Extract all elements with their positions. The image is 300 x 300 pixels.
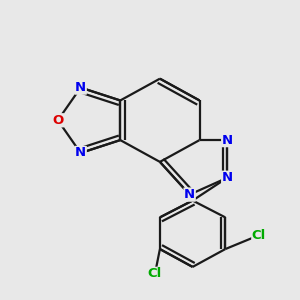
Text: N: N	[75, 81, 86, 94]
Text: N: N	[222, 134, 233, 147]
Text: N: N	[184, 188, 195, 201]
Text: N: N	[75, 146, 86, 160]
Text: N: N	[222, 171, 233, 184]
Text: Cl: Cl	[252, 229, 266, 242]
Text: Cl: Cl	[148, 267, 162, 280]
Text: O: O	[52, 114, 64, 127]
